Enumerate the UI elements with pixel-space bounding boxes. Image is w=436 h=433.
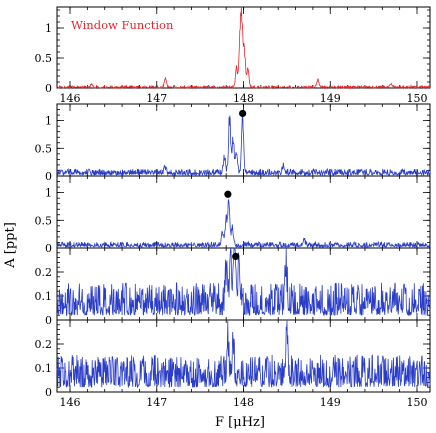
y-tick-label: 0	[45, 170, 52, 183]
x-tick-label: 149	[320, 92, 341, 105]
y-tick-label: 0.2	[35, 338, 53, 351]
y-tick-label: 0.2	[35, 266, 53, 279]
spectrum-line	[56, 247, 431, 317]
x-tick-label: 148	[233, 92, 254, 105]
x-tick-label: 148	[233, 396, 254, 409]
spectrum-line	[56, 6, 431, 90]
x-tick-label: 149	[320, 396, 341, 409]
y-tick-label: 0	[45, 314, 52, 327]
spectrum-line	[56, 198, 431, 249]
panel-annotation: Window Function	[71, 18, 174, 32]
y-tick-label: 0	[45, 82, 52, 95]
spectrum-line	[56, 111, 431, 177]
panel-2: 00.51	[35, 103, 431, 183]
panel-4: 0 0.1 0.2	[35, 247, 431, 327]
peak-marker	[224, 190, 232, 198]
y-tick-label: 1	[45, 22, 52, 35]
x-tick-label: 146	[60, 92, 81, 105]
x-tick-label: 150	[406, 396, 427, 409]
y-tick-label: 0.5	[35, 52, 53, 65]
y-axis-label: A [ppt]	[3, 222, 18, 269]
panel-frame	[56, 175, 431, 249]
x-tick-label: 147	[146, 92, 167, 105]
y-tick-label: 0	[45, 386, 52, 399]
x-tick-label: 150	[406, 92, 427, 105]
panel-5: 146 147 148 149 150 0 0.1 0.2	[35, 319, 431, 409]
panel-3: 00.51	[35, 175, 431, 255]
y-tick-label: 1	[45, 115, 52, 128]
x-tick-label: 147	[146, 396, 167, 409]
peak-marker	[232, 252, 240, 260]
spectrum-line	[56, 320, 431, 389]
y-tick-label: 0.5	[35, 214, 53, 227]
y-tick-label: 0	[45, 242, 52, 255]
y-tick-label: 0.1	[35, 290, 53, 303]
y-tick-label: 0.5	[35, 142, 53, 155]
y-tick-label: 0.1	[35, 362, 53, 375]
peak-marker	[239, 109, 247, 118]
x-axis-label: F [μHz]	[215, 415, 265, 430]
y-tick-label: 1	[45, 187, 52, 200]
x-tick-label: 146	[60, 396, 81, 409]
panel-1: 146 147 148 149 150 0 0.5 1 Window Function	[35, 6, 431, 105]
